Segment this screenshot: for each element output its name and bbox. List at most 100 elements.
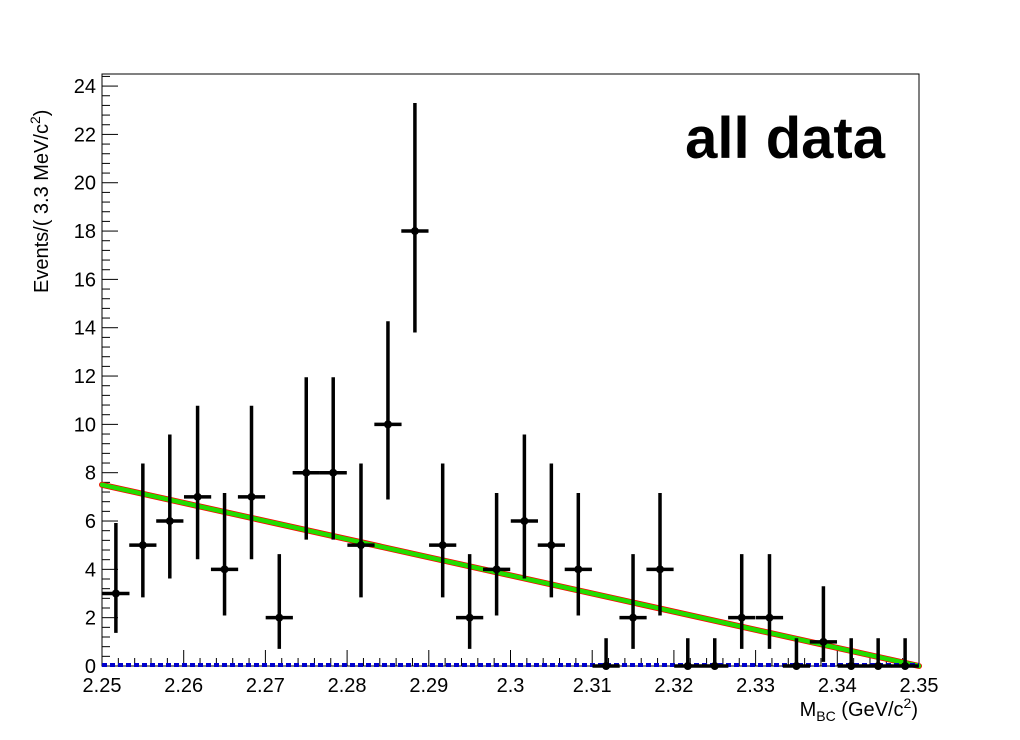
- y-tick-label: 22: [74, 124, 96, 146]
- point-marker: [847, 662, 856, 670]
- tick-labels: 2.25 2.26 2.27 2.28 2.29 2.3 2.31 2.32 2.33 2.34 2…: [74, 76, 939, 697]
- x-axis-title-close: ): [911, 699, 918, 721]
- x-tick-label: 2.33: [736, 675, 775, 697]
- y-axis-title-main: Events/( 3.3 MeV/c: [31, 124, 53, 293]
- data-point: [755, 554, 784, 649]
- point-marker: [792, 662, 801, 670]
- point-marker: [410, 227, 419, 236]
- data-points: [102, 102, 919, 670]
- data-point: [891, 638, 919, 670]
- data-point: [510, 434, 538, 579]
- data-point: [864, 638, 892, 670]
- y-tick-label: 10: [74, 414, 96, 436]
- data-point: [537, 463, 565, 598]
- point-marker: [874, 662, 883, 670]
- y-tick-label: 16: [74, 269, 96, 291]
- x-axis-title-sup: 2: [904, 695, 912, 711]
- fit-total-line: [99, 482, 922, 669]
- x-tick-label: 2.3: [497, 675, 525, 697]
- y-tick-label: 0: [85, 656, 96, 678]
- data-point: [429, 463, 457, 598]
- data-point: [347, 463, 375, 598]
- point-marker: [165, 517, 174, 526]
- data-point: [319, 377, 347, 540]
- point-marker: [193, 492, 202, 501]
- x-axis-title-sub: BC: [816, 708, 835, 724]
- point-marker: [247, 492, 256, 501]
- data-point: [674, 638, 702, 670]
- x-axis-title-main: M: [800, 699, 817, 721]
- data-point: [401, 102, 429, 333]
- point-marker: [737, 613, 746, 622]
- point-marker: [901, 662, 910, 670]
- data-point: [564, 492, 592, 616]
- data-point: [237, 405, 266, 560]
- data-point: [483, 492, 511, 616]
- point-marker: [574, 565, 583, 574]
- point-marker: [383, 420, 392, 429]
- point-marker: [710, 662, 719, 670]
- point-marker: [275, 613, 284, 622]
- point-marker: [819, 637, 828, 646]
- data-point: [619, 554, 647, 649]
- point-marker: [111, 589, 120, 598]
- point-marker: [356, 541, 365, 550]
- fit-curves: [99, 481, 922, 669]
- x-tick-label: 2.31: [573, 675, 612, 697]
- x-tick-label: 2.32: [654, 675, 693, 697]
- y-axis-title: Events/( 3.3 MeV/c2): [27, 110, 53, 293]
- data-point: [782, 638, 811, 670]
- data-point: [701, 638, 729, 670]
- y-axis-title-sup: 2: [27, 116, 43, 124]
- x-tick-label: 2.35: [900, 675, 939, 697]
- point-marker: [138, 541, 147, 550]
- y-tick-label: 2: [85, 608, 96, 630]
- point-marker: [765, 613, 774, 622]
- data-point: [728, 554, 756, 649]
- y-tick-label: 4: [85, 559, 96, 581]
- y-axis-title-close: ): [31, 110, 53, 117]
- data-point: [374, 321, 402, 500]
- x-tick-label: 2.29: [409, 675, 448, 697]
- x-axis-title-rest: (GeV/c: [836, 699, 904, 721]
- point-marker: [547, 541, 556, 550]
- y-tick-label: 8: [85, 463, 96, 485]
- y-tick-label: 14: [74, 318, 96, 340]
- data-point: [183, 405, 212, 560]
- point-marker: [683, 662, 692, 670]
- point-marker: [520, 517, 529, 526]
- x-tick-label: 2.26: [164, 675, 203, 697]
- annotation-label: all data: [685, 106, 886, 171]
- data-point: [265, 554, 293, 649]
- point-marker: [220, 565, 229, 574]
- data-point: [102, 522, 130, 633]
- point-marker: [656, 565, 665, 574]
- point-marker: [602, 662, 611, 670]
- data-point: [456, 554, 484, 649]
- data-point: [129, 463, 157, 598]
- x-tick-label: 2.28: [328, 675, 367, 697]
- y-tick-label: 24: [74, 76, 96, 98]
- x-tick-label: 2.25: [83, 675, 122, 697]
- y-tick-label: 6: [85, 511, 96, 533]
- x-axis-title: MBC (GeV/c2): [800, 695, 918, 724]
- x-tick-label: 2.27: [246, 675, 285, 697]
- data-point: [210, 492, 239, 616]
- y-tick-label: 18: [74, 221, 96, 243]
- point-marker: [329, 468, 338, 477]
- data-point: [809, 586, 838, 662]
- y-tick-label: 12: [74, 366, 96, 388]
- point-marker: [302, 468, 311, 477]
- data-point: [156, 434, 184, 579]
- data-point: [837, 638, 865, 670]
- y-tick-label: 20: [74, 173, 96, 195]
- data-point: [592, 638, 620, 670]
- point-marker: [438, 541, 447, 550]
- x-tick-label: 2.34: [818, 675, 857, 697]
- data-point: [292, 377, 320, 540]
- data-point: [646, 492, 674, 616]
- point-marker: [492, 565, 501, 574]
- point-marker: [465, 613, 474, 622]
- point-marker: [629, 613, 638, 622]
